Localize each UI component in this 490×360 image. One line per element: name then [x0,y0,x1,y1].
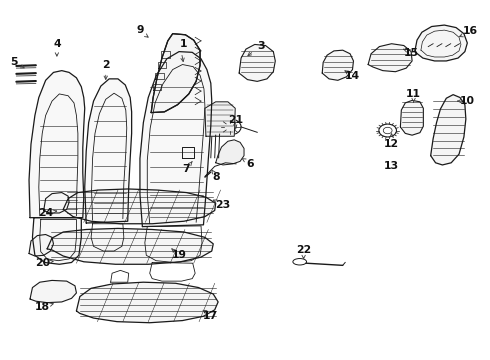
Polygon shape [400,100,423,135]
Text: 20: 20 [35,258,50,268]
Text: 1: 1 [180,39,188,49]
Polygon shape [239,44,275,81]
Polygon shape [368,44,412,72]
Text: 8: 8 [212,172,220,182]
Polygon shape [29,71,85,218]
Polygon shape [415,25,467,61]
Polygon shape [431,95,466,165]
Text: 3: 3 [257,41,265,50]
Polygon shape [63,189,216,224]
Polygon shape [151,34,200,113]
Polygon shape [30,280,76,303]
Polygon shape [322,50,353,80]
Text: 10: 10 [460,96,475,106]
Polygon shape [85,79,132,223]
Polygon shape [76,282,218,323]
Text: 22: 22 [296,245,311,255]
Text: 7: 7 [183,164,190,174]
Text: 5: 5 [11,57,18,67]
Text: 15: 15 [404,48,418,58]
Text: 4: 4 [53,40,61,49]
Polygon shape [44,193,69,213]
Text: 19: 19 [172,250,187,260]
Text: 9: 9 [136,25,144,35]
Circle shape [379,124,396,137]
Text: 12: 12 [384,139,399,149]
Polygon shape [216,140,244,165]
Text: 13: 13 [384,161,399,171]
Polygon shape [140,51,212,226]
Text: 6: 6 [246,159,254,169]
Circle shape [220,119,241,135]
Polygon shape [47,228,213,264]
Text: 21: 21 [228,115,243,125]
Ellipse shape [293,258,307,265]
Text: 2: 2 [102,60,110,70]
Text: 24: 24 [38,208,53,218]
Polygon shape [32,218,81,264]
Polygon shape [205,102,235,136]
Text: 11: 11 [406,89,421,99]
Text: 18: 18 [35,302,49,312]
Text: 14: 14 [345,71,360,81]
Text: 17: 17 [203,311,219,320]
Polygon shape [29,234,53,256]
Text: 16: 16 [463,26,478,36]
Text: 23: 23 [216,200,231,210]
